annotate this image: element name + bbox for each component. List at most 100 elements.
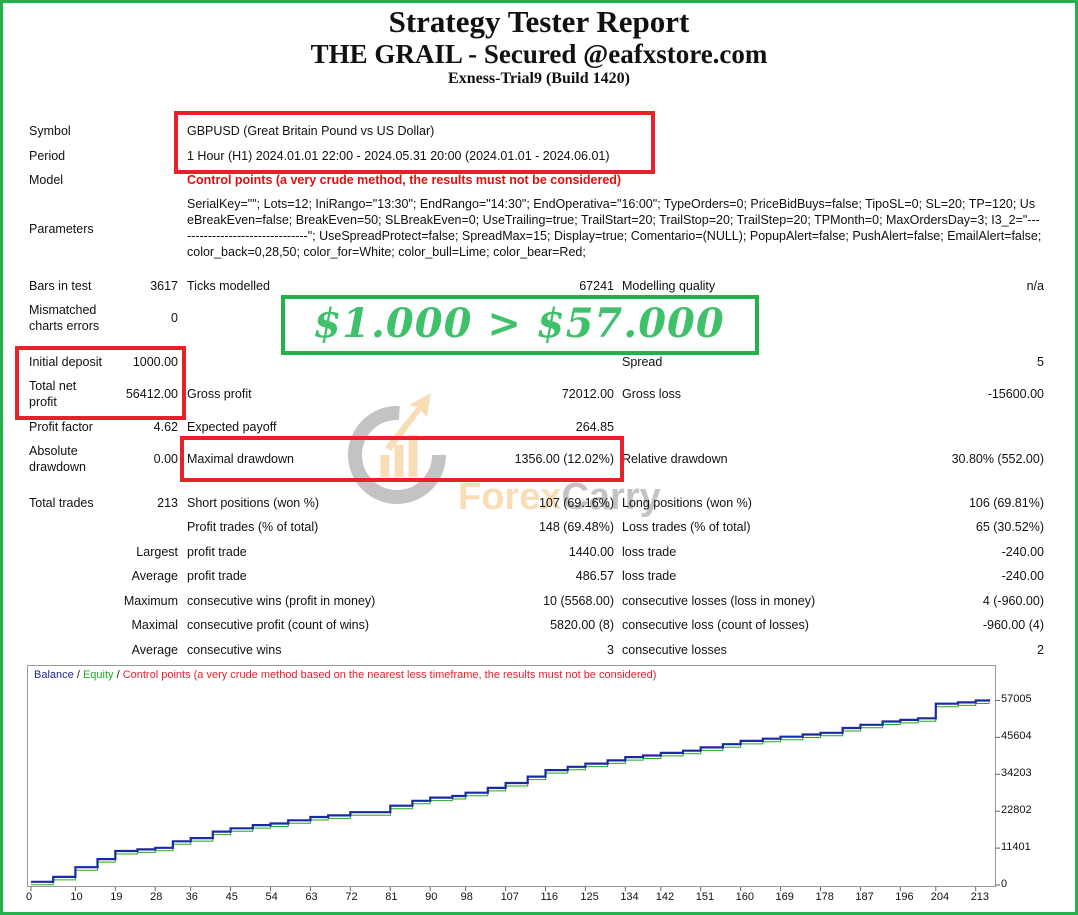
bars-label: Bars in test xyxy=(29,279,92,293)
absdd-label-2: drawdown xyxy=(29,460,86,474)
x-tick-label: 81 xyxy=(385,891,398,903)
y-tick-label: 57005 xyxy=(1001,693,1032,706)
average-loss-label: loss trade xyxy=(622,569,677,583)
legend-sep-2: / xyxy=(113,669,123,681)
plot-area xyxy=(27,665,996,887)
x-tick-label: 107 xyxy=(500,891,519,903)
payoff-value: 264.85 xyxy=(575,420,614,434)
x-tick-label: 45 xyxy=(225,891,238,903)
long-value: 106 (69.81%) xyxy=(968,496,1044,510)
maxdd-label: Maximal drawdown xyxy=(187,452,294,466)
x-tick-label: 19 xyxy=(110,891,123,903)
avg-conslosses-label: consecutive losses xyxy=(622,643,727,657)
y-tick-label: 34203 xyxy=(1001,767,1032,780)
x-tick-label: 187 xyxy=(855,891,874,903)
maximal-consprofit-label: consecutive profit (count of wins) xyxy=(187,618,370,632)
legend-note: Control points (a very crude method base… xyxy=(122,669,657,681)
average-profit-label: profit trade xyxy=(187,569,247,583)
ticks-label: Ticks modelled xyxy=(187,279,270,293)
report-title: Strategy Tester Report xyxy=(388,4,690,39)
maximum-label: Maximum xyxy=(123,594,178,608)
largest-loss-label: loss trade xyxy=(622,545,677,559)
mismatch-label-1: Mismatched xyxy=(29,303,97,317)
deposit-value: 1000.00 xyxy=(132,355,178,369)
x-tick-label: 134 xyxy=(620,891,639,903)
parameters-label: Parameters xyxy=(29,222,94,236)
avg-label: Average xyxy=(131,643,178,657)
absdd-value: 0.00 xyxy=(153,452,178,466)
x-tick-label: 63 xyxy=(305,891,318,903)
symbol-period-highlight xyxy=(174,111,655,174)
maximal-consprofit-value: 5820.00 (8) xyxy=(550,618,614,632)
banner-text: $1.000 > $57.000 xyxy=(313,300,725,347)
deposit-profit-highlight xyxy=(15,346,186,420)
largest-loss-value: -240.00 xyxy=(1001,545,1044,559)
average-label: Average xyxy=(131,569,178,583)
netprofit-value: 56412.00 xyxy=(125,387,178,401)
x-tick-label: 10 xyxy=(70,891,83,903)
grossprofit-value: 72012.00 xyxy=(561,387,614,401)
bars-value: 3617 xyxy=(150,279,178,293)
parameters-value: SerialKey=""; Lots=12; IniRango="13:30";… xyxy=(187,197,1042,259)
payoff-label: Expected payoff xyxy=(187,420,277,434)
trades-label: Total trades xyxy=(29,496,94,510)
drawdown-highlight xyxy=(180,436,624,482)
spread-label: Spread xyxy=(622,355,663,369)
maximal-consloss-value: -960.00 (4) xyxy=(982,618,1044,632)
max-conswins-label: consecutive wins (profit in money) xyxy=(187,594,376,608)
y-tick-label: 22802 xyxy=(1001,804,1032,817)
x-tick-label: 204 xyxy=(930,891,950,903)
x-tick-label: 196 xyxy=(895,891,914,903)
avg-conswins-label: consecutive wins xyxy=(187,643,282,657)
losstrades-label: Loss trades (% of total) xyxy=(622,520,751,534)
average-loss-value: -240.00 xyxy=(1001,569,1044,583)
x-tick-label: 28 xyxy=(150,891,163,903)
avg-conswins-value: 3 xyxy=(607,643,614,657)
x-tick-label: 72 xyxy=(345,891,358,903)
y-tick-label: 11401 xyxy=(1001,841,1031,854)
netprofit-label-2: profit xyxy=(29,395,57,409)
x-tick-label: 36 xyxy=(185,891,198,903)
symbol-label: Symbol xyxy=(29,124,71,138)
deposit-label: Initial deposit xyxy=(29,355,102,369)
banner-box xyxy=(281,295,759,355)
avg-conslosses-value: 2 xyxy=(1037,643,1044,657)
maximal-label: Maximal xyxy=(131,618,178,632)
grossprofit-label: Gross profit xyxy=(187,387,252,401)
short-label: Short positions (won %) xyxy=(187,496,320,510)
x-tick-label: 54 xyxy=(265,891,278,903)
mismatch-value: 0 xyxy=(171,311,178,325)
max-conswins-value: 10 (5568.00) xyxy=(543,594,614,608)
maximal-consloss-label: consecutive loss (count of losses) xyxy=(622,618,809,632)
reldd-value: 30.80% (552.00) xyxy=(951,452,1044,466)
balance-chart: Balance / Equity / Control points (a ver… xyxy=(26,665,1060,910)
pf-value: 4.62 xyxy=(153,420,178,434)
model-value: Control points (a very crude method, the… xyxy=(187,173,622,187)
watermark-forex: Forex xyxy=(458,476,562,518)
watermark-carry: Carry xyxy=(561,476,661,518)
quality-label: Modelling quality xyxy=(622,279,716,293)
balance-chart-svg xyxy=(27,665,1000,891)
profittrades-value: 148 (69.48%) xyxy=(538,520,614,534)
absdd-label-1: Absolute xyxy=(29,444,78,458)
symbol-value: GBPUSD (Great Britain Pound vs US Dollar… xyxy=(187,124,435,138)
pf-label: Profit factor xyxy=(29,420,93,434)
x-tick-label: 213 xyxy=(970,891,990,903)
max-conslosses-value: 4 (-960.00) xyxy=(982,594,1044,608)
losstrades-value: 65 (30.52%) xyxy=(975,520,1044,534)
ticks-value: 67241 xyxy=(579,279,614,293)
strategy-name: THE GRAIL - Secured @eafxstore.com xyxy=(310,39,768,69)
x-tick-label: 90 xyxy=(425,891,438,903)
legend-balance: Balance xyxy=(34,669,74,681)
period-value: 1 Hour (H1) 2024.01.01 22:00 - 2024.05.3… xyxy=(187,149,610,163)
x-tick-label: 151 xyxy=(695,891,715,903)
legend-sep-1: / xyxy=(73,669,83,681)
netprofit-label-1: Total net xyxy=(29,379,77,393)
reldd-label: Relative drawdown xyxy=(622,452,728,466)
x-tick-label: 98 xyxy=(460,891,473,903)
model-label: Model xyxy=(29,173,64,187)
largest-profit-value: 1440.00 xyxy=(568,545,614,559)
max-conslosses-label: consecutive losses (loss in money) xyxy=(622,594,816,608)
y-tick-label: 45604 xyxy=(1001,730,1032,743)
